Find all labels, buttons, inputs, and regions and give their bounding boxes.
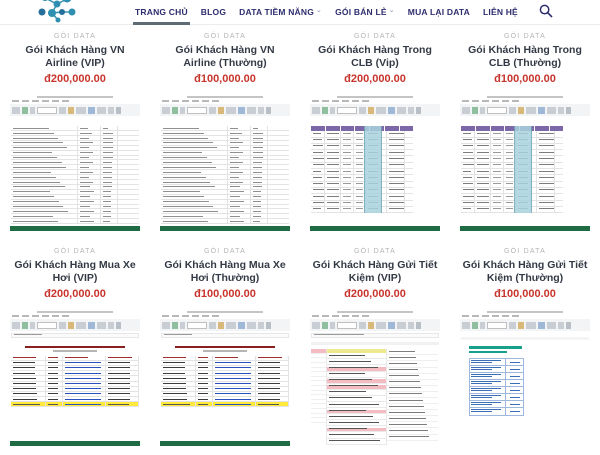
- product-price: đ100,000.00: [194, 288, 256, 301]
- product-price: đ200,000.00: [344, 73, 406, 86]
- product-title[interactable]: Gói Khách Hàng VN Airline (Thường): [175, 44, 275, 70]
- product-spreadsheet-image[interactable]: [458, 93, 592, 235]
- product-category: GÓI DATA: [353, 33, 396, 40]
- product-title[interactable]: Gói Khách Hàng Gửi Tiết Kiệm (Thường): [462, 259, 588, 285]
- product-price: đ100,000.00: [194, 73, 256, 86]
- product-category: GÓI DATA: [503, 33, 546, 40]
- product-category: GÓI DATA: [203, 33, 246, 40]
- nav-item-label: BLOG: [200, 6, 227, 17]
- product-card-2[interactable]: GÓI DATA Gói Khách Hàng VN Airline (Thườ…: [150, 25, 300, 240]
- product-price: đ100,000.00: [494, 73, 556, 86]
- product-price: đ200,000.00: [44, 73, 106, 86]
- nav-item-label: DATA TIỀM NĂNG: [239, 6, 315, 17]
- nav-item-trang-chu[interactable]: TRANG CHỦ: [133, 6, 190, 25]
- nav-item-label: LIÊN HỆ: [483, 6, 518, 17]
- chevron-down-icon: ⌄: [316, 7, 323, 14]
- product-price: đ100,000.00: [494, 288, 556, 301]
- product-spreadsheet-image[interactable]: [308, 93, 442, 235]
- search-icon[interactable]: [539, 4, 553, 18]
- product-category: GÓI DATA: [53, 33, 96, 40]
- product-title[interactable]: Gói Khách Hàng Trong CLB (Vip): [318, 44, 432, 70]
- product-card-1[interactable]: GÓI DATA Gói Khách Hàng VN Airline (VIP)…: [0, 25, 150, 240]
- product-title[interactable]: Gói Khách Hàng VN Airline (VIP): [25, 44, 125, 70]
- product-card-3[interactable]: GÓI DATA Gói Khách Hàng Trong CLB (Vip) …: [300, 25, 450, 240]
- product-spreadsheet-image[interactable]: [308, 308, 442, 450]
- product-title[interactable]: Gói Khách Hàng Mua Xe Hơi (VIP): [14, 259, 136, 285]
- product-price: đ200,000.00: [44, 288, 106, 301]
- nav-item-mua-lai-data[interactable]: MUA LẠI DATA: [408, 7, 470, 17]
- product-spreadsheet-image[interactable]: [8, 308, 142, 450]
- product-card-4[interactable]: GÓI DATA Gói Khách Hàng Trong CLB (Thườn…: [450, 25, 600, 240]
- nav-item-lien-he[interactable]: LIÊN HỆ: [483, 7, 518, 17]
- product-card-5[interactable]: GÓI DATA Gói Khách Hàng Mua Xe Hơi (VIP)…: [0, 240, 150, 455]
- nav-item-goi-ban-le[interactable]: GÓI BÁN LẺ ⌄: [335, 7, 395, 17]
- top-navigation-bar: TRANG CHỦ BLOG DATA TIỀM NĂNG ⌄ GÓI BÁN …: [0, 0, 600, 25]
- product-spreadsheet-image[interactable]: [8, 93, 142, 235]
- product-category: GÓI DATA: [503, 248, 546, 255]
- product-spreadsheet-image[interactable]: [158, 93, 292, 235]
- nav-item-blog[interactable]: BLOG: [201, 7, 226, 17]
- product-title[interactable]: Gói Khách Hàng Trong CLB (Thường): [468, 44, 582, 70]
- product-category: GÓI DATA: [353, 248, 396, 255]
- product-card-7[interactable]: GÓI DATA Gói Khách Hàng Gửi Tiết Kiệm (V…: [300, 240, 450, 455]
- product-title[interactable]: Gói Khách Hàng Gửi Tiết Kiệm (VIP): [312, 259, 438, 285]
- product-price: đ200,000.00: [344, 288, 406, 301]
- main-nav: TRANG CHỦ BLOG DATA TIỀM NĂNG ⌄ GÓI BÁN …: [133, 0, 518, 25]
- nav-item-label: TRANG CHỦ: [135, 6, 188, 17]
- product-spreadsheet-image[interactable]: [458, 308, 592, 450]
- nav-item-label: MUA LẠI DATA: [407, 6, 470, 17]
- nav-item-data-tiem-nang[interactable]: DATA TIỀM NĂNG ⌄: [239, 7, 322, 17]
- chevron-down-icon: ⌄: [388, 7, 395, 14]
- product-card-6[interactable]: GÓI DATA Gói Khách Hàng Mua Xe Hơi (Thườ…: [150, 240, 300, 455]
- product-grid: GÓI DATA Gói Khách Hàng VN Airline (VIP)…: [0, 25, 600, 455]
- product-spreadsheet-image[interactable]: [158, 308, 292, 450]
- product-category: GÓI DATA: [53, 248, 96, 255]
- nav-item-label: GÓI BÁN LẺ: [335, 6, 387, 17]
- product-title[interactable]: Gói Khách Hàng Mua Xe Hơi (Thường): [164, 259, 286, 285]
- product-card-8[interactable]: GÓI DATA Gói Khách Hàng Gửi Tiết Kiệm (T…: [450, 240, 600, 455]
- data-network-logo-icon: [38, 0, 76, 23]
- site-logo[interactable]: [34, 0, 82, 23]
- product-category: GÓI DATA: [203, 248, 246, 255]
